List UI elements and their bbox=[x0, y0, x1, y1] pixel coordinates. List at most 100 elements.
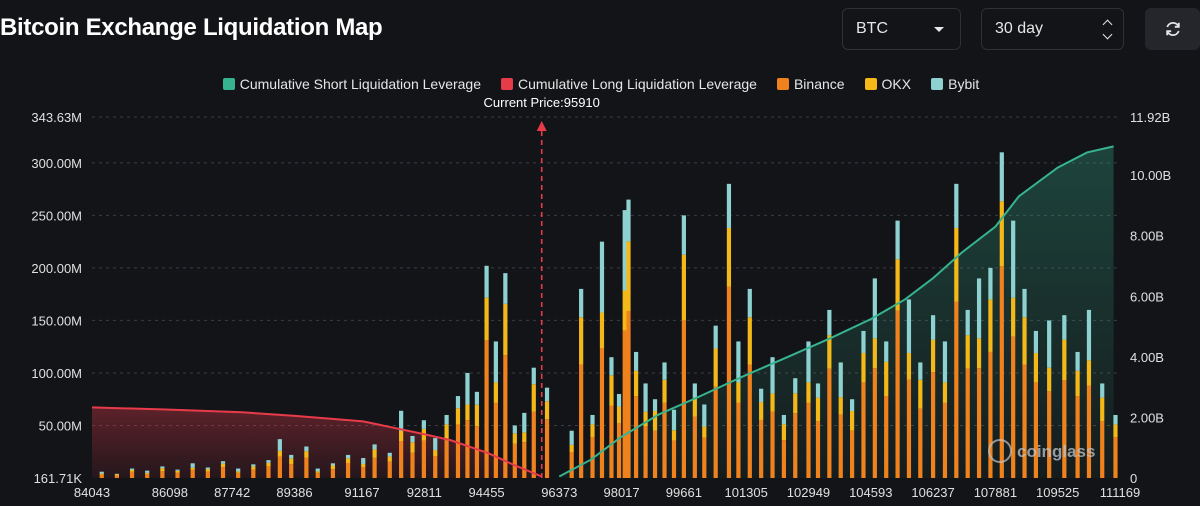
bar-okx bbox=[736, 382, 741, 403]
y-left-tick-label: 161.71K bbox=[34, 471, 83, 486]
legend-label: Bybit bbox=[948, 76, 980, 92]
current-price-arrow bbox=[536, 121, 547, 131]
page-title: Bitcoin Exchange Liquidation Map bbox=[0, 14, 383, 41]
bar-okx bbox=[99, 473, 104, 475]
x-tick-label: 109525 bbox=[1036, 485, 1079, 500]
bar-binance bbox=[1062, 380, 1067, 478]
bar-bybit bbox=[220, 461, 226, 464]
bar-okx bbox=[1113, 424, 1118, 438]
bar-okx bbox=[590, 424, 595, 438]
legend-item[interactable]: Bybit bbox=[929, 76, 979, 92]
legend-label: Binance bbox=[793, 76, 845, 92]
bar-binance bbox=[361, 467, 366, 478]
bar-okx bbox=[806, 382, 811, 403]
x-tick-label: 89386 bbox=[276, 485, 312, 500]
bar-binance bbox=[277, 456, 282, 478]
bar-bybit bbox=[99, 471, 104, 474]
bar-okx bbox=[484, 297, 489, 341]
bar-binance bbox=[289, 464, 294, 478]
bar-binance bbox=[99, 474, 104, 478]
bar-bybit bbox=[433, 438, 438, 451]
bar-okx bbox=[1100, 397, 1105, 422]
legend-item[interactable]: Binance bbox=[775, 76, 845, 92]
bar-binance bbox=[544, 419, 550, 478]
bar-binance bbox=[652, 430, 658, 478]
bar-okx bbox=[643, 411, 648, 426]
x-tick-label: 98017 bbox=[603, 485, 639, 500]
bar-binance bbox=[806, 402, 811, 478]
bar-okx bbox=[770, 393, 775, 412]
bar-bybit bbox=[662, 362, 667, 380]
short-cumulative-line bbox=[558, 145, 1114, 478]
bar-binance bbox=[884, 396, 889, 478]
bar-okx bbox=[330, 465, 336, 470]
bar-bybit bbox=[1113, 414, 1118, 425]
bar-bybit bbox=[175, 469, 180, 471]
x-tick-label: 84043 bbox=[74, 485, 110, 500]
bar-okx bbox=[872, 338, 877, 369]
bar-binance bbox=[895, 310, 900, 478]
legend-item[interactable]: Cumulative Short Liquidation Leverage bbox=[221, 76, 481, 92]
y-right-tick-label: 6.00B bbox=[1130, 289, 1164, 304]
bar-bybit bbox=[315, 468, 320, 472]
bar-bybit bbox=[277, 439, 282, 451]
bar-okx bbox=[251, 466, 256, 470]
bar-okx bbox=[220, 463, 226, 468]
bar-binance bbox=[815, 421, 821, 478]
bar-binance bbox=[129, 471, 135, 478]
bar-bybit bbox=[988, 267, 993, 300]
bar-bybit bbox=[726, 183, 732, 228]
x-tick-label: 86098 bbox=[152, 485, 188, 500]
bar-bybit bbox=[1100, 383, 1105, 398]
bar-okx bbox=[493, 382, 498, 403]
range-select[interactable]: 30 day bbox=[981, 8, 1124, 50]
refresh-button[interactable] bbox=[1145, 8, 1200, 50]
bar-bybit bbox=[942, 341, 948, 383]
bar-okx bbox=[815, 397, 821, 422]
x-tick-label: 104593 bbox=[849, 485, 892, 500]
y-left-tick-label: 50.00M bbox=[39, 418, 82, 433]
y-right-tick-label: 2.00B bbox=[1130, 410, 1164, 425]
bar-okx bbox=[702, 426, 707, 438]
coin-select[interactable]: BTC bbox=[842, 8, 961, 50]
bar-binance bbox=[114, 475, 119, 478]
bar-bybit bbox=[850, 399, 855, 412]
y-right-tick-label: 0 bbox=[1130, 471, 1137, 486]
bar-bybit bbox=[616, 393, 622, 407]
bar-bybit bbox=[747, 288, 752, 318]
bar-okx bbox=[747, 317, 752, 365]
bar-bybit bbox=[590, 414, 595, 425]
bar-bybit bbox=[251, 464, 256, 467]
chevron-down-icon bbox=[934, 26, 944, 32]
bar-binance bbox=[747, 364, 752, 478]
bar-bybit bbox=[484, 265, 489, 298]
y-left-tick-label: 150.00M bbox=[31, 313, 82, 328]
bar-binance bbox=[930, 372, 936, 478]
x-tick-label: 99661 bbox=[666, 485, 702, 500]
bar-okx bbox=[455, 408, 461, 425]
bar-bybit bbox=[759, 388, 764, 403]
bar-binance bbox=[1047, 391, 1052, 478]
x-tick-label: 94455 bbox=[469, 485, 505, 500]
bar-bybit bbox=[622, 210, 627, 291]
legend-item[interactable]: Cumulative Long Liquidation Leverage bbox=[499, 76, 757, 92]
legend-item[interactable]: OKX bbox=[863, 76, 911, 92]
bar-bybit bbox=[1022, 288, 1027, 318]
x-tick-label: 91167 bbox=[344, 485, 379, 500]
bar-bybit bbox=[609, 357, 614, 376]
bar-bybit bbox=[713, 325, 718, 349]
bar-binance bbox=[433, 456, 438, 478]
bar-bybit bbox=[1062, 315, 1067, 340]
bar-binance bbox=[372, 457, 377, 478]
bar-binance bbox=[643, 425, 648, 478]
bar-binance bbox=[616, 423, 622, 478]
bar-okx bbox=[531, 384, 536, 412]
bar-bybit bbox=[861, 330, 866, 353]
bar-bybit bbox=[421, 420, 426, 429]
bar-binance bbox=[474, 426, 480, 478]
bar-okx bbox=[976, 338, 982, 369]
bar-binance bbox=[175, 472, 180, 478]
bar-okx bbox=[918, 379, 923, 409]
y-left-tick-label: 200.00M bbox=[31, 261, 82, 276]
bar-bybit bbox=[895, 220, 900, 260]
